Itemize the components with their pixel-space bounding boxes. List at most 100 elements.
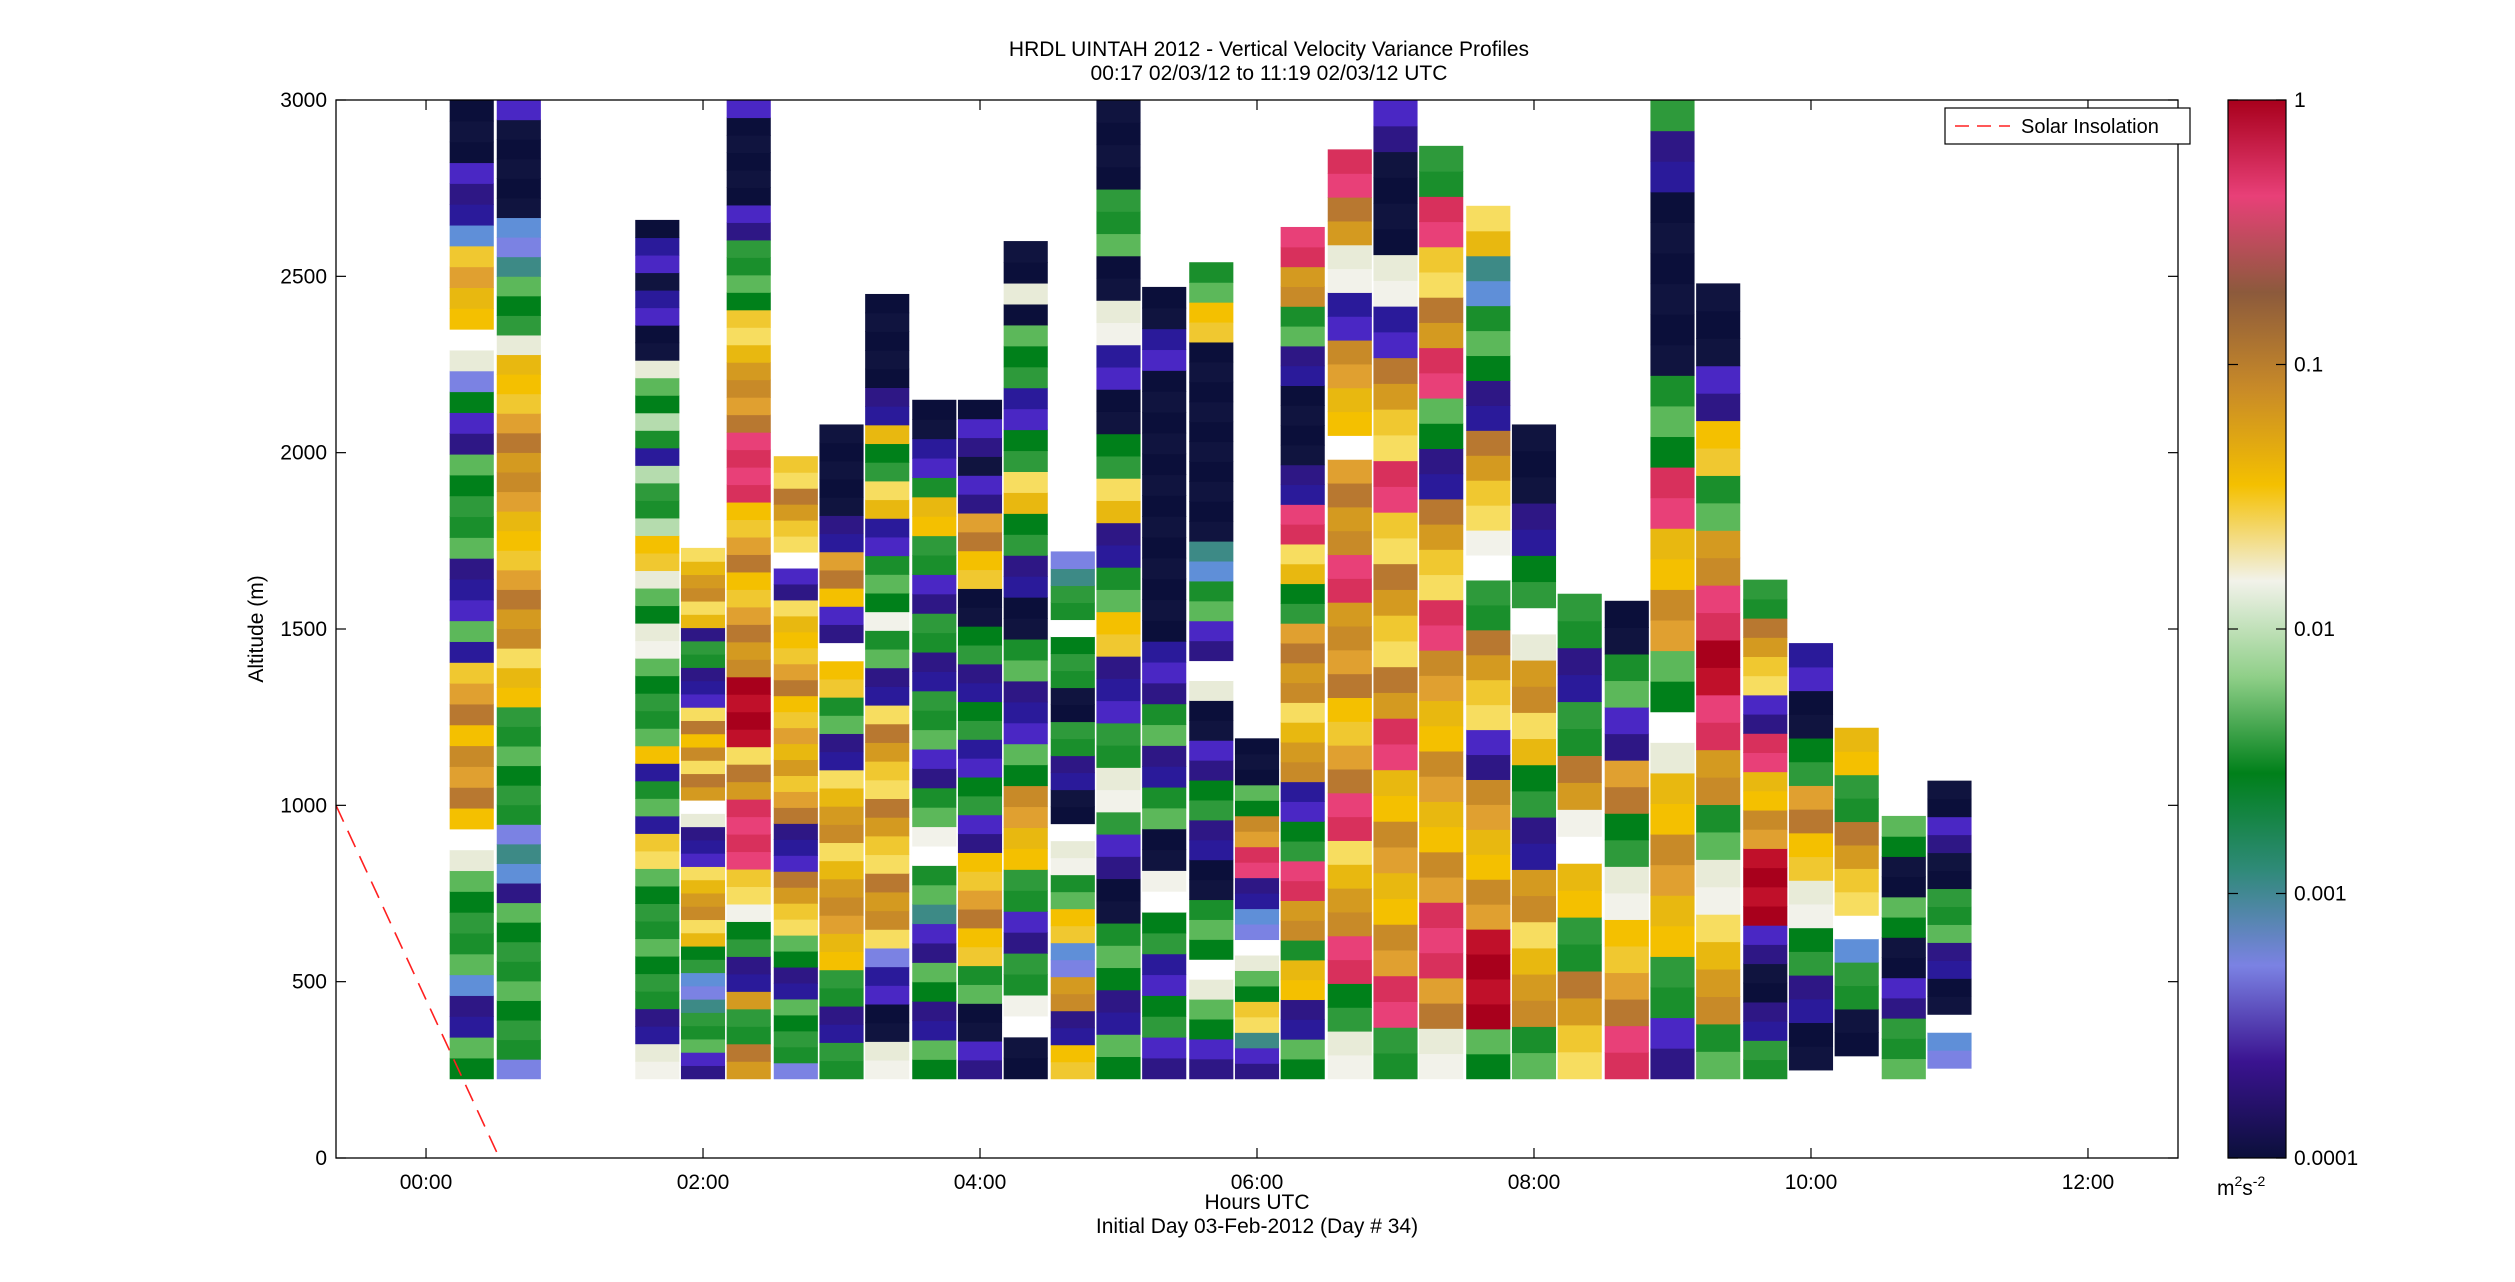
heatmap-cell: [865, 574, 910, 594]
heatmap-cell: [496, 550, 541, 571]
heatmap-cell: [1696, 585, 1741, 614]
heatmap-cell: [1373, 254, 1418, 281]
heatmap-cell: [1280, 1019, 1325, 1040]
heatmap-cell: [1696, 612, 1741, 641]
heatmap-cell: [1419, 549, 1464, 576]
heatmap-cell: [1327, 1030, 1372, 1056]
heatmap-cell: [1050, 840, 1095, 859]
heatmap-cell: [773, 919, 818, 936]
x-tick-label: 00:00: [400, 1171, 453, 1194]
heatmap-cell: [819, 606, 864, 625]
heatmap-cell: [1280, 801, 1325, 822]
heatmap-cell: [1927, 834, 1972, 854]
x-tick-label: 12:00: [2062, 1171, 2115, 1194]
heatmap-cell: [680, 667, 726, 682]
heatmap-cell: [957, 494, 1003, 514]
heatmap-cell: [865, 985, 910, 1005]
heatmap-cell: [1927, 1032, 1972, 1051]
heatmap-cell: [1327, 506, 1372, 532]
heatmap-cell: [496, 1019, 541, 1041]
y-axis-ticks: 0 500 1000 1500 2000 2500 3000: [280, 89, 2178, 1170]
heatmap-cell: [1373, 280, 1418, 307]
heatmap-cell: [1927, 780, 1972, 800]
heatmap-cell: [680, 600, 726, 615]
heatmap-cell: [865, 742, 910, 762]
heatmap-cell: [773, 998, 818, 1016]
heatmap-cell: [449, 703, 494, 726]
heatmap-cell: [819, 478, 864, 498]
heatmap-cell: [819, 860, 864, 880]
heatmap-cell: [1696, 722, 1741, 751]
heatmap-cell: [1834, 891, 1879, 916]
heatmap-cell: [1327, 888, 1372, 913]
heatmap-cell: [1466, 754, 1511, 780]
heatmap-cell: [1234, 954, 1280, 971]
heatmap-cell: [1234, 877, 1280, 894]
x-axis-ticks: 00:00 02:00 04:00 06:00 08:00 10:00 12:00: [400, 100, 2115, 1194]
heatmap-cell: [1003, 701, 1048, 724]
heatmap-cell: [635, 991, 680, 1010]
x-axis-label: Hours UTC: [1204, 1191, 1309, 1214]
heatmap-cell: [635, 482, 680, 501]
heatmap-cell: [680, 1065, 726, 1080]
heatmap-cell: [1650, 895, 1695, 927]
heatmap-cell: [912, 748, 957, 769]
heatmap-cell: [449, 100, 494, 122]
heatmap-cell: [865, 929, 910, 949]
heatmap-cell: [1466, 280, 1511, 307]
heatmap-cell: [1373, 949, 1418, 977]
heatmap-cell: [1881, 916, 1926, 938]
heatmap-cell: [1373, 100, 1418, 127]
heatmap-cell: [1096, 1011, 1141, 1035]
heatmap-cell: [496, 491, 541, 512]
heatmap-cell: [865, 704, 910, 725]
heatmap-cell: [496, 295, 541, 316]
heatmap-cell: [1881, 815, 1926, 837]
heatmap-cell: [1373, 125, 1418, 153]
heatmap-cell: [819, 533, 864, 553]
heatmap-cell: [1419, 246, 1464, 273]
heatmap-cell: [865, 854, 910, 874]
heatmap-cell: [1650, 222, 1695, 254]
heatmap-cell: [1327, 316, 1372, 341]
heatmap-cell: [1743, 771, 1788, 792]
heatmap-cell: [449, 724, 494, 747]
heatmap-cell: [726, 711, 771, 730]
heatmap-cell: [1511, 790, 1557, 818]
heatmap-cell: [449, 578, 494, 601]
heatmap-cell: [449, 224, 494, 247]
heatmap-cell: [1142, 849, 1187, 871]
heatmap-cell: [449, 391, 494, 413]
heatmap-cell: [496, 413, 541, 434]
heatmap-cell: [1743, 925, 1788, 945]
heatmap-cell: [773, 839, 818, 856]
heatmap-cell: [1096, 544, 1141, 568]
heatmap-cell: [635, 868, 680, 887]
heatmap-cell: [1466, 305, 1511, 332]
heatmap-cell: [865, 779, 910, 800]
heatmap-cell: [1419, 524, 1464, 550]
heatmap-cell: [1743, 694, 1788, 715]
heatmap-cell: [1050, 738, 1095, 757]
heatmap-cell: [1743, 809, 1788, 830]
heatmap-cell: [1650, 833, 1695, 866]
heatmap-cell: [1234, 939, 1280, 956]
heatmap-cell: [1557, 755, 1602, 783]
heatmap-cell: [865, 891, 910, 912]
heatmap-cell: [1142, 328, 1187, 351]
heatmap-cell: [1788, 690, 1834, 715]
heatmap-cell: [1834, 774, 1879, 799]
heatmap-cell: [1743, 752, 1788, 773]
heatmap-cell: [496, 158, 541, 179]
heatmap-cell: [1142, 724, 1187, 746]
heatmap-cell: [1327, 244, 1372, 270]
heatmap-cell: [1419, 271, 1464, 298]
heatmap-cell: [680, 1025, 726, 1040]
heatmap-cell: [865, 798, 910, 818]
heatmap-cell: [1050, 1061, 1095, 1080]
heatmap-cell: [680, 919, 726, 934]
heatmap-cell: [1327, 935, 1372, 961]
heatmap-cell: [1327, 435, 1372, 460]
heatmap-cell: [773, 759, 818, 777]
heatmap-cell: [1788, 975, 1834, 1000]
